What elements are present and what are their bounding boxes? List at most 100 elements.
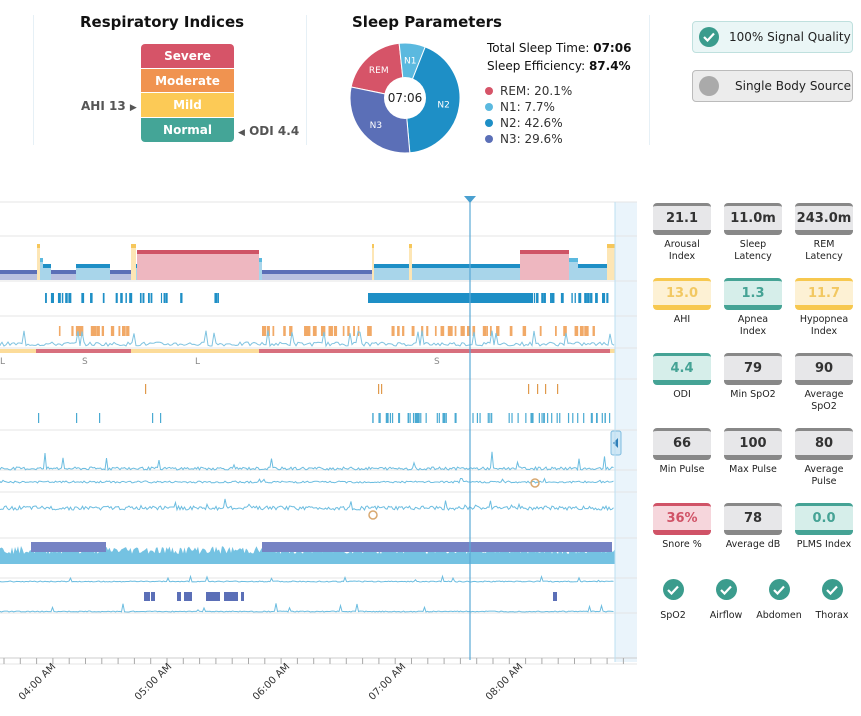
event-mark: [584, 293, 587, 303]
metric-label: Sleep Latency: [734, 239, 772, 262]
event-mark: [378, 413, 380, 423]
event-mark: [139, 293, 142, 303]
marker-circle-icon[interactable]: [530, 478, 540, 488]
desat-mark: [328, 326, 333, 336]
triangle-left-icon: ◀: [238, 128, 245, 138]
event-mark: [590, 293, 593, 303]
event-mark: [551, 293, 555, 303]
hypnogram-segment-n2: [43, 264, 51, 280]
event-mark: [595, 293, 598, 303]
desat-mark: [496, 326, 500, 336]
desat-mark: [579, 326, 584, 336]
severity-mild: Mild: [141, 93, 234, 118]
desat-mark: [563, 326, 567, 336]
event-mark: [99, 413, 101, 423]
ahi-pointer: AHI 13 ▶: [81, 99, 137, 113]
desat-mark: [411, 326, 415, 336]
event-mark: [601, 413, 603, 423]
desat-mark: [509, 326, 513, 336]
limb-event: [144, 592, 150, 601]
legend-dot-icon: [485, 103, 493, 111]
hypnogram-segment-top: [110, 270, 131, 274]
event-mark: [560, 293, 564, 303]
signal-quality-button[interactable]: 100% Signal Quality: [692, 21, 853, 53]
event-mark: [532, 413, 534, 423]
signal-quality-label: 100% Signal Quality: [729, 30, 851, 44]
donut-slice-n2: [404, 46, 461, 154]
legend-label: N1: 7.7%: [500, 100, 555, 114]
snore-block: [31, 542, 106, 552]
event-mark: [180, 293, 183, 303]
metric-label: Hypopnea Index: [799, 314, 849, 337]
limb-event: [184, 592, 192, 601]
desat-mark: [397, 326, 400, 336]
desat-mark: [121, 326, 126, 336]
metric-card: 21.1 Arousal Index: [653, 203, 711, 263]
metric-label: Min Pulse: [659, 464, 705, 475]
event-mark: [120, 293, 123, 303]
event-mark: [51, 293, 54, 303]
event-mark: [160, 413, 162, 423]
metric-card: 78 Average dB: [724, 503, 782, 551]
event-mark: [415, 413, 417, 423]
desat-mark: [440, 326, 445, 336]
position-segment: [259, 349, 610, 353]
position-label: L: [0, 357, 5, 367]
cursor-handle-icon[interactable]: [464, 196, 476, 203]
channel-label: Airflow: [709, 610, 743, 621]
event-mark: [76, 413, 78, 423]
position-segment: [36, 349, 131, 353]
donut-slice-label: REM: [369, 66, 389, 76]
channel-status-abdomen: Abdomen: [749, 579, 809, 621]
sleep-stage-donut: 07:06 REM N1 N2 N3: [349, 42, 461, 154]
desat-mark: [283, 326, 286, 336]
hypnogram-segment-top: [0, 270, 37, 274]
metric-label: Average dB: [725, 539, 781, 550]
metric-label: Apnea Index: [737, 314, 769, 337]
desat-mark: [402, 326, 405, 336]
position-segment: [131, 349, 259, 353]
metric-value: 243.0m: [795, 203, 853, 235]
hypnogram-segment-top: [607, 244, 615, 248]
severity-moderate: Moderate: [141, 68, 234, 93]
event-mark: [150, 293, 153, 303]
check-circle-icon: [662, 579, 684, 600]
metric-value: 1.3: [724, 278, 782, 310]
metric-label: AHI: [673, 314, 691, 325]
channel-label: SpO2: [660, 610, 686, 621]
metric-label: Average Pulse: [804, 464, 844, 487]
metric-label: Arousal Index: [664, 239, 700, 262]
metric-label: Min SpO2: [730, 389, 776, 400]
body-source-button[interactable]: Single Body Source: [692, 70, 853, 102]
event-mark: [547, 413, 549, 423]
sleep-efficiency-value: 87.4%: [588, 59, 631, 73]
event-mark: [90, 293, 93, 303]
limb-event: [206, 592, 220, 601]
divider: [649, 15, 650, 145]
event-mark: [577, 413, 579, 423]
desat-mark: [449, 326, 453, 336]
hypnogram-segment-rem: [137, 250, 259, 280]
marker-circle-icon[interactable]: [368, 510, 378, 520]
scroll-region[interactable]: [615, 202, 637, 662]
desat-mark: [482, 326, 487, 336]
metric-value: 0.0: [795, 503, 853, 535]
total-sleep-label: Total Sleep Time:: [487, 41, 590, 55]
hypnogram-segment-top: [131, 244, 136, 248]
odi-pointer: ◀ ODI 4.4: [238, 124, 299, 138]
event-block: [368, 293, 533, 303]
hypnogram-segment-n1: [569, 258, 578, 280]
donut-center-label: 07:06: [388, 91, 423, 105]
channel-label: Abdomen: [756, 610, 802, 621]
ahi-pointer-label: AHI 13: [81, 99, 126, 113]
event-mark: [595, 413, 598, 423]
hypnogram-segment-w: [131, 244, 136, 280]
event-mark: [543, 413, 545, 423]
odi-pointer-label: ODI 4.4: [249, 124, 300, 138]
event-mark: [525, 413, 527, 423]
legend-label: REM: 20.1%: [500, 84, 573, 98]
metric-value: 79: [724, 353, 782, 385]
hypnogram-segment-n1: [259, 258, 262, 280]
position-segment: [0, 349, 36, 353]
